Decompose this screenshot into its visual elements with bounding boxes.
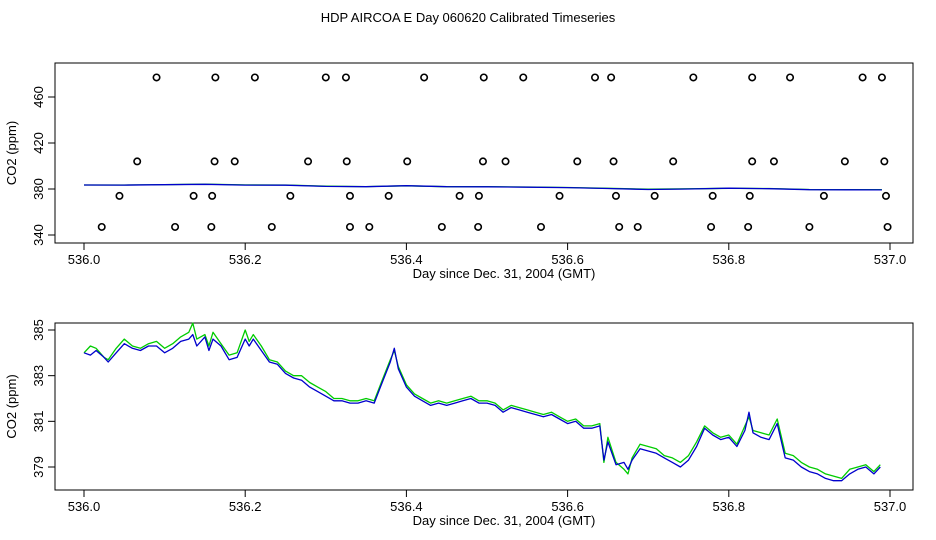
data-point bbox=[478, 157, 487, 166]
data-point bbox=[769, 157, 778, 166]
data-point bbox=[455, 191, 464, 200]
data-point bbox=[819, 191, 828, 200]
data-point bbox=[745, 191, 754, 200]
data-point bbox=[611, 191, 620, 200]
bottom-panel: 536.0 536.2 536.4 536.6 536.8 537.0 379 381 383 3… bbox=[4, 319, 914, 528]
x-tick-label: 536.6 bbox=[551, 499, 584, 514]
data-point bbox=[786, 73, 795, 82]
data-point bbox=[591, 73, 600, 82]
data-point bbox=[883, 222, 892, 231]
data-point bbox=[207, 222, 216, 231]
plot-frame bbox=[54, 322, 914, 491]
data-point bbox=[537, 222, 546, 231]
data-point bbox=[97, 222, 106, 231]
data-point bbox=[707, 222, 716, 231]
y-axis-label: CO2 (ppm) bbox=[4, 374, 19, 438]
top-panel: 536.0 536.2 536.4 536.6 536.8 537.0 340 380 420 4… bbox=[4, 62, 914, 281]
data-point bbox=[210, 157, 219, 166]
data-point bbox=[437, 222, 446, 231]
data-point bbox=[607, 73, 616, 82]
x-tick-label: 536.6 bbox=[551, 252, 584, 267]
data-point bbox=[474, 222, 483, 231]
data-point bbox=[881, 191, 890, 200]
data-point bbox=[384, 191, 393, 200]
data-point bbox=[345, 222, 354, 231]
y-tick-label: 383 bbox=[31, 365, 46, 387]
data-point bbox=[403, 157, 412, 166]
data-point bbox=[286, 191, 295, 200]
data-point bbox=[365, 222, 374, 231]
data-point bbox=[555, 191, 564, 200]
data-point bbox=[304, 157, 313, 166]
data-point bbox=[321, 73, 330, 82]
data-point bbox=[633, 222, 642, 231]
data-point bbox=[748, 157, 757, 166]
data-point bbox=[748, 73, 757, 82]
data-point bbox=[573, 157, 582, 166]
data-point bbox=[479, 73, 488, 82]
x-tick-label: 536.2 bbox=[229, 252, 262, 267]
data-point bbox=[420, 73, 429, 82]
x-tick-label: 536.2 bbox=[229, 499, 262, 514]
data-point bbox=[519, 73, 528, 82]
data-point bbox=[840, 157, 849, 166]
data-point bbox=[230, 157, 239, 166]
data-point bbox=[208, 191, 217, 200]
x-tick-label: 536.4 bbox=[390, 499, 423, 514]
data-point bbox=[805, 222, 814, 231]
data-point bbox=[501, 157, 510, 166]
x-tick-label: 537.0 bbox=[874, 499, 907, 514]
y-tick-label: 381 bbox=[31, 410, 46, 432]
data-point bbox=[115, 191, 124, 200]
data-point bbox=[250, 73, 259, 82]
data-point bbox=[744, 222, 753, 231]
x-tick-label: 536.4 bbox=[390, 252, 423, 267]
data-point bbox=[877, 73, 886, 82]
data-point bbox=[880, 157, 889, 166]
data-point bbox=[342, 157, 351, 166]
data-point bbox=[345, 191, 354, 200]
data-point bbox=[267, 222, 276, 231]
y-tick-label: 340 bbox=[31, 224, 46, 246]
data-point bbox=[669, 157, 678, 166]
main-title: HDP AIRCOA E Day 060620 Calibrated Times… bbox=[321, 10, 616, 25]
data-point bbox=[211, 73, 220, 82]
x-axis-label: Day since Dec. 31, 2004 (GMT) bbox=[413, 513, 596, 528]
y-tick-label: 420 bbox=[31, 132, 46, 154]
data-point bbox=[133, 157, 142, 166]
plot-frame bbox=[54, 62, 914, 244]
y-tick-label: 460 bbox=[31, 86, 46, 108]
x-tick-label: 536.8 bbox=[713, 252, 746, 267]
data-point bbox=[650, 191, 659, 200]
x-axis-label: Day since Dec. 31, 2004 (GMT) bbox=[413, 266, 596, 281]
data-point bbox=[689, 73, 698, 82]
blue-series-line bbox=[83, 333, 881, 482]
data-point bbox=[708, 191, 717, 200]
data-point bbox=[474, 191, 483, 200]
x-tick-label: 537.0 bbox=[874, 252, 907, 267]
x-tick-label: 536.0 bbox=[68, 499, 101, 514]
x-tick-label: 536.8 bbox=[713, 499, 746, 514]
data-point bbox=[171, 222, 180, 231]
data-point bbox=[152, 73, 161, 82]
data-point bbox=[609, 157, 618, 166]
y-tick-label: 385 bbox=[31, 319, 46, 341]
y-tick-label: 380 bbox=[31, 178, 46, 200]
y-axis-label: CO2 (ppm) bbox=[4, 121, 19, 185]
data-point bbox=[189, 191, 198, 200]
data-point bbox=[615, 222, 624, 231]
y-tick-label: 379 bbox=[31, 456, 46, 478]
green-series-line bbox=[83, 322, 881, 480]
data-point bbox=[341, 73, 350, 82]
x-tick-label: 536.0 bbox=[68, 252, 101, 267]
blue-series-line bbox=[83, 183, 882, 191]
data-point bbox=[858, 73, 867, 82]
